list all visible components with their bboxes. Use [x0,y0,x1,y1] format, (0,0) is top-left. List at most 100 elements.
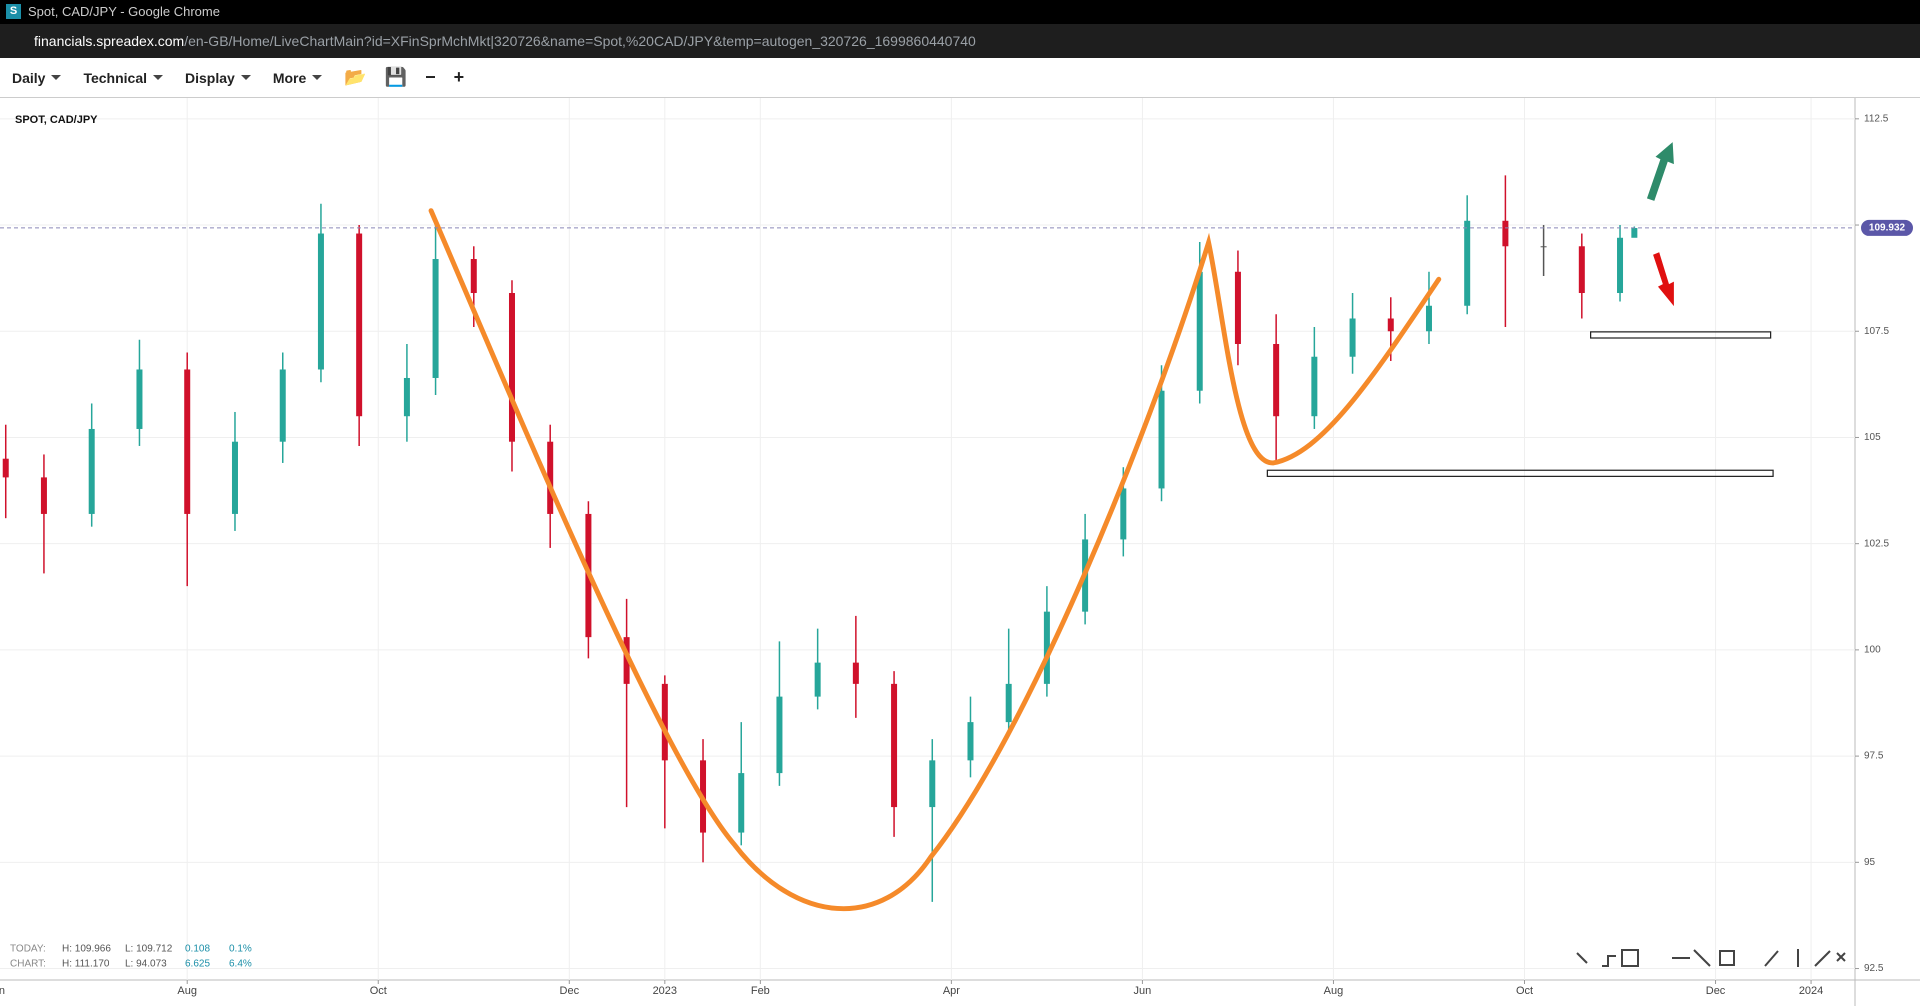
x-tick-label: Feb [751,985,770,997]
tab-title: Spot, CAD/JPY - Google Chrome [28,4,220,19]
candle-body [891,683,898,808]
chart: SPOT, CAD/JPY TODAY: H: 109.966 L: 109.7… [0,98,1920,1006]
x-tick-label: Dec [560,985,580,997]
y-tick-label: 95 [1864,857,1876,868]
candle-body [814,662,821,697]
candle-body [279,369,286,442]
candle-body [661,683,668,761]
candle-body [852,662,859,684]
menu-technical[interactable]: Technical [83,70,163,86]
candle-body [136,369,143,429]
current-price-label: 109.932 [1869,223,1906,234]
candle-body [1617,237,1624,294]
candle-body [776,696,783,774]
candle-body [547,441,554,514]
cup-handle-drawing [428,208,1442,912]
y-tick-label: 112.5 [1864,113,1889,124]
x-tick-label: Dec [1706,985,1726,997]
candle-body [1349,318,1356,357]
drawings [428,142,1774,912]
y-tick-label: 100 [1864,645,1881,656]
tool-icon[interactable] [1814,950,1831,967]
x-tick-label: Aug [177,985,197,997]
y-tick-label: 107.5 [1864,326,1889,337]
x-tick-label: 2023 [653,985,677,997]
info-change: 0.108 [185,944,210,955]
candle-body [623,637,630,684]
tool-icon[interactable] [1719,950,1735,966]
info-high: H: 111.170 [62,959,110,970]
tool-icon[interactable] [1693,949,1711,967]
candle-body [1387,318,1394,332]
x-tick-label: Jun [1134,985,1152,997]
candle-body [403,377,410,417]
candle-body [1502,220,1509,247]
tool-icon[interactable] [1576,952,1588,964]
current-price-box [1861,219,1913,236]
candle-body [1578,246,1585,294]
info-low: L: 94.073 [125,959,167,970]
candle-body [317,233,324,370]
y-tick-label: 102.5 [1864,538,1889,549]
candle-body [1540,246,1547,248]
title-bar: S Spot, CAD/JPY - Google Chrome [0,0,1920,24]
y-tick-label: 92.5 [1864,963,1884,974]
url-host: financials.spreadex.com [34,33,185,49]
info-label: CHART: [10,959,46,970]
x-tick-label: Oct [1516,985,1533,997]
x-tick-label: 2024 [1799,985,1823,997]
info-label: TODAY: [10,944,46,955]
menu-more[interactable]: More [273,70,322,86]
candle-body [1464,220,1471,306]
url-path: /en-GB/Home/LiveChartMain?id=XFinSprMchM… [184,33,976,49]
menu-display[interactable]: Display [185,70,251,86]
info-pct: 0.1% [229,944,252,955]
candle-body [1311,356,1318,417]
info-low: L: 109.712 [125,944,173,955]
candle-body [356,233,363,417]
candle-body [967,722,974,761]
site-icon: S [6,4,21,19]
info-change: 6.625 [185,959,210,970]
address-bar[interactable]: financials.spreadex.com/en-GB/Home/LiveC… [0,24,1920,58]
candle-body [1273,343,1280,417]
info-panel: TODAY: H: 109.966 L: 109.712 0.108 0.1% … [10,944,252,970]
zoom-in-button[interactable]: + [453,67,465,87]
candle-body [1120,488,1127,540]
tool-icon[interactable] [1764,950,1779,967]
candle-body [432,259,439,378]
y-tick-label: 97.5 [1864,751,1884,762]
support-box [1590,331,1772,339]
candle-body [1043,611,1050,684]
candle-body [508,293,515,442]
tool-icon[interactable] [1621,949,1639,967]
candle-body [88,428,95,514]
menu-daily[interactable]: Daily [12,70,61,86]
candle-body [2,458,9,478]
candle-body [1005,683,1012,723]
x-tick-label: Apr [943,985,960,997]
candles [2,175,1638,902]
candle-body [1631,228,1638,238]
save-button[interactable]: 💾 [384,67,408,87]
candle-body [1425,305,1432,332]
chart-toolbar: Daily Technical Display More 📂 💾 − + [0,58,1920,98]
candle-body [40,477,47,514]
tool-icon[interactable] [1602,955,1616,967]
x-tick-label: Jun [0,985,5,997]
drawing-tools [1576,949,1846,967]
chart-title: SPOT, CAD/JPY [15,114,98,126]
down-arrow [1653,252,1674,307]
y-tick-label: 105 [1864,432,1881,443]
candle-body [1196,271,1203,391]
open-button[interactable]: 📂 [344,67,367,87]
zoom-out-button[interactable]: − [425,67,436,87]
candle-body [184,369,191,514]
candle-body [738,773,745,833]
close-tools[interactable] [1836,952,1846,962]
x-tick-label: Aug [1324,985,1344,997]
candle-body [929,760,936,808]
up-arrow [1646,142,1674,201]
